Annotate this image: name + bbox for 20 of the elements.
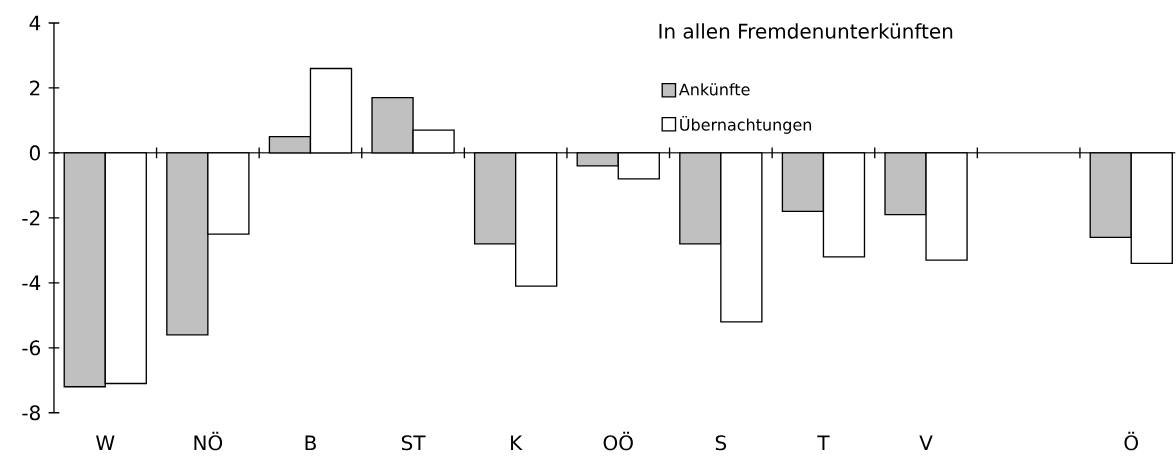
x-tick-label: V [919, 435, 933, 451]
x-tick-label: ST [401, 435, 426, 451]
y-tick-label: -6 [22, 340, 41, 356]
y-tick-label: 4 [29, 15, 41, 31]
y-tick-label: -8 [22, 405, 40, 421]
x-tick-label: S [715, 435, 727, 451]
y-tick-label: 2 [30, 80, 40, 96]
x-tick-label: T [817, 435, 830, 451]
x-tick-label: OÖ [603, 431, 633, 451]
x-tick-label: Ö [1124, 431, 1138, 451]
x-tick-label: K [511, 435, 523, 451]
y-tick-label: -2 [22, 210, 40, 226]
legend-label: Übernachtungen [680, 116, 812, 135]
x-tick-label: B [305, 435, 316, 451]
y-tick-label: 0 [29, 145, 40, 161]
legend-title: In allen Fremdenunterkünften [659, 23, 953, 39]
y-tick-label: -4 [22, 275, 41, 291]
x-tick-label: NÖ [194, 431, 223, 451]
legend-label: Ankünfte [678, 83, 750, 96]
x-tick-label: W [96, 435, 115, 451]
